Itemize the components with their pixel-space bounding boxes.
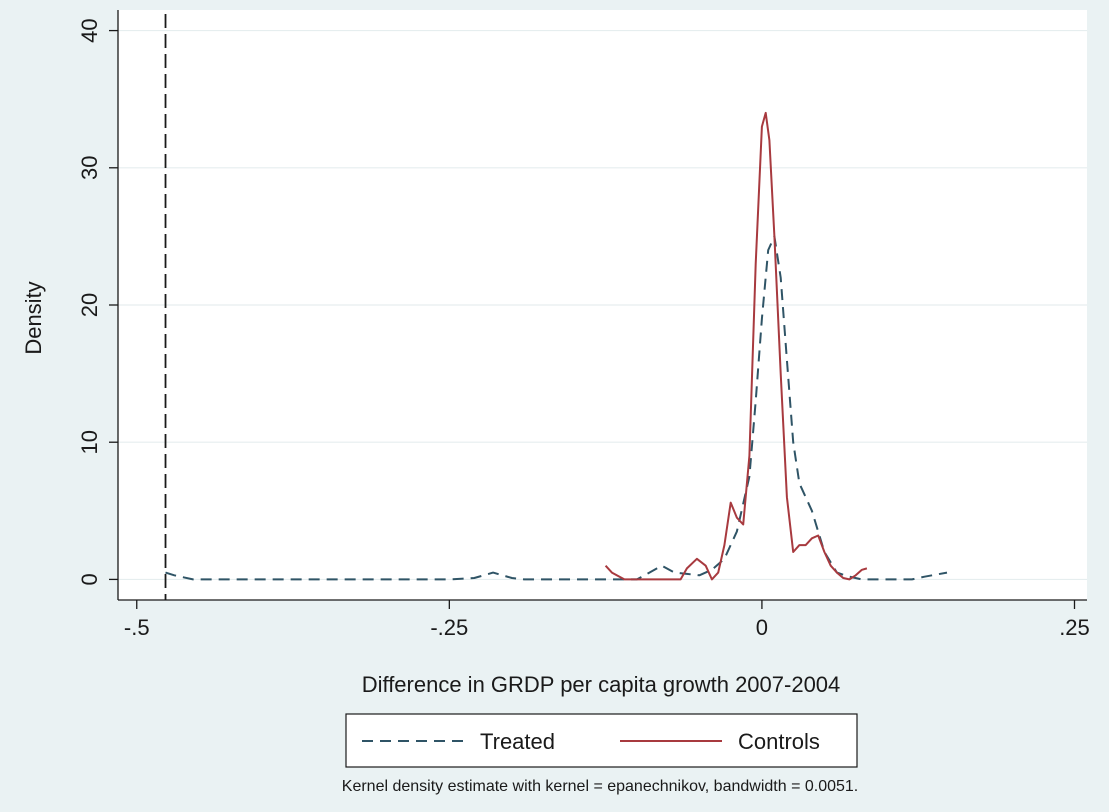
legend-box — [345, 713, 858, 768]
legend-label-treated: Treated — [480, 729, 555, 754]
x-tick-label: 0 — [756, 615, 768, 640]
chart-note: Kernel density estimate with kernel = ep… — [342, 778, 858, 795]
y-tick-label: 40 — [77, 18, 102, 42]
legend: Treated Controls — [345, 713, 858, 768]
series-lines — [165, 111, 948, 581]
x-tick-label: .25 — [1059, 615, 1090, 640]
x-axis-label: Difference in GRDP per capita growth 200… — [362, 672, 841, 697]
axes: 0 10 20 30 40 -.5 -.25 0 .25 — [77, 10, 1090, 640]
y-tick-label: 10 — [77, 430, 102, 454]
series-line-controls — [604, 111, 868, 581]
series-line-treated — [165, 235, 948, 581]
y-tick-label: 20 — [77, 293, 102, 317]
x-tick-label: -.25 — [430, 615, 468, 640]
legend-label-controls: Controls — [738, 729, 820, 754]
y-axis-label: Density — [21, 281, 46, 354]
y-tick-label: 30 — [77, 156, 102, 180]
y-tick-label: 0 — [77, 573, 102, 585]
x-tick-label: -.5 — [124, 615, 150, 640]
